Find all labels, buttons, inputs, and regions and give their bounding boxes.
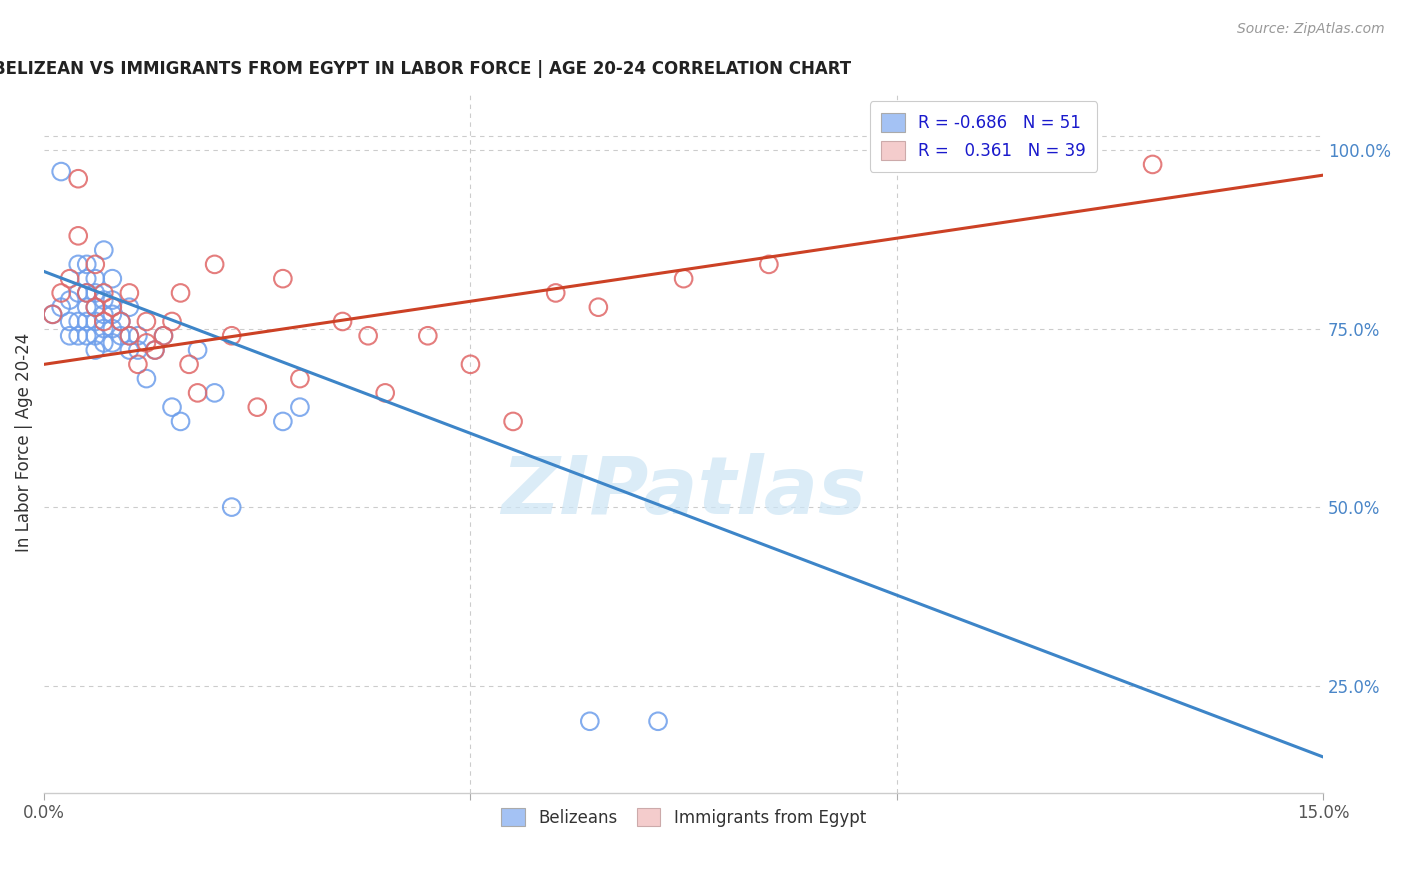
Point bbox=[84, 271, 107, 285]
Point bbox=[51, 285, 73, 300]
Point bbox=[143, 343, 166, 357]
Point bbox=[374, 385, 396, 400]
Point bbox=[221, 328, 243, 343]
Point bbox=[76, 328, 98, 343]
Point bbox=[76, 285, 98, 300]
Point bbox=[67, 228, 90, 243]
Point bbox=[93, 243, 115, 257]
Point bbox=[84, 257, 107, 271]
Point bbox=[41, 307, 63, 321]
Point bbox=[101, 300, 124, 314]
Point bbox=[101, 293, 124, 307]
Point bbox=[647, 714, 669, 729]
Point bbox=[118, 343, 141, 357]
Legend: Belizeans, Immigrants from Egypt: Belizeans, Immigrants from Egypt bbox=[495, 802, 873, 833]
Point bbox=[271, 271, 294, 285]
Point bbox=[160, 400, 183, 414]
Point bbox=[127, 328, 149, 343]
Point bbox=[67, 285, 90, 300]
Point bbox=[544, 285, 567, 300]
Point bbox=[67, 314, 90, 328]
Point bbox=[110, 314, 132, 328]
Point bbox=[93, 321, 115, 335]
Point bbox=[579, 714, 602, 729]
Point bbox=[93, 293, 115, 307]
Point bbox=[135, 335, 157, 350]
Point bbox=[118, 285, 141, 300]
Point bbox=[288, 400, 311, 414]
Point bbox=[118, 328, 141, 343]
Y-axis label: In Labor Force | Age 20-24: In Labor Force | Age 20-24 bbox=[15, 334, 32, 552]
Point bbox=[84, 300, 107, 314]
Text: ZIPatlas: ZIPatlas bbox=[501, 453, 866, 531]
Point bbox=[246, 400, 269, 414]
Point bbox=[84, 300, 107, 314]
Point bbox=[101, 335, 124, 350]
Point bbox=[110, 328, 132, 343]
Point bbox=[271, 414, 294, 428]
Point bbox=[672, 271, 695, 285]
Point bbox=[152, 328, 174, 343]
Point bbox=[127, 357, 149, 371]
Point bbox=[204, 257, 226, 271]
Point bbox=[67, 328, 90, 343]
Point bbox=[588, 300, 610, 314]
Point bbox=[93, 285, 115, 300]
Point bbox=[76, 300, 98, 314]
Point bbox=[143, 343, 166, 357]
Text: Source: ZipAtlas.com: Source: ZipAtlas.com bbox=[1237, 22, 1385, 37]
Point bbox=[221, 500, 243, 514]
Point bbox=[357, 328, 380, 343]
Text: BELIZEAN VS IMMIGRANTS FROM EGYPT IN LABOR FORCE | AGE 20-24 CORRELATION CHART: BELIZEAN VS IMMIGRANTS FROM EGYPT IN LAB… bbox=[0, 60, 851, 78]
Point bbox=[41, 307, 63, 321]
Point bbox=[84, 285, 107, 300]
Point bbox=[135, 371, 157, 385]
Point bbox=[169, 285, 191, 300]
Point bbox=[59, 328, 82, 343]
Point bbox=[51, 300, 73, 314]
Point bbox=[101, 321, 124, 335]
Point bbox=[84, 328, 107, 343]
Point bbox=[152, 328, 174, 343]
Point bbox=[187, 343, 209, 357]
Point bbox=[59, 271, 82, 285]
Point bbox=[59, 314, 82, 328]
Point bbox=[84, 314, 107, 328]
Point bbox=[67, 171, 90, 186]
Point bbox=[169, 414, 191, 428]
Point bbox=[160, 314, 183, 328]
Point bbox=[502, 414, 524, 428]
Point bbox=[76, 285, 98, 300]
Point bbox=[76, 314, 98, 328]
Point bbox=[135, 314, 157, 328]
Point bbox=[118, 300, 141, 314]
Point bbox=[93, 307, 115, 321]
Point bbox=[332, 314, 354, 328]
Point bbox=[118, 328, 141, 343]
Point bbox=[67, 257, 90, 271]
Point bbox=[101, 307, 124, 321]
Point bbox=[93, 335, 115, 350]
Point bbox=[177, 357, 200, 371]
Point bbox=[204, 385, 226, 400]
Point bbox=[51, 164, 73, 178]
Point bbox=[76, 257, 98, 271]
Point bbox=[59, 293, 82, 307]
Point bbox=[84, 343, 107, 357]
Point bbox=[758, 257, 780, 271]
Point bbox=[416, 328, 439, 343]
Point bbox=[127, 343, 149, 357]
Point bbox=[187, 385, 209, 400]
Point bbox=[110, 314, 132, 328]
Point bbox=[76, 271, 98, 285]
Point bbox=[101, 271, 124, 285]
Point bbox=[460, 357, 482, 371]
Point bbox=[1142, 157, 1164, 171]
Point bbox=[93, 314, 115, 328]
Point bbox=[288, 371, 311, 385]
